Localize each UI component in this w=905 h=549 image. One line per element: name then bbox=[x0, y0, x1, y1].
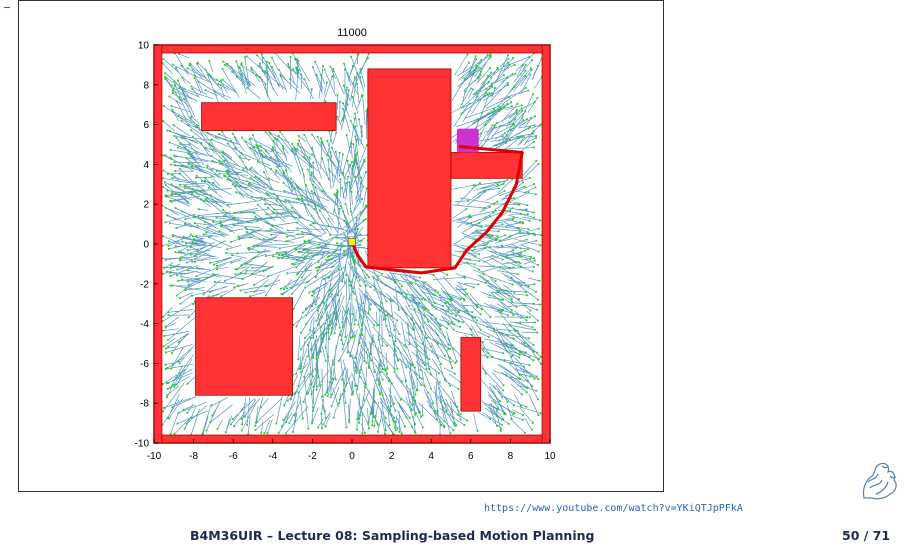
x-tick-label: -8 bbox=[189, 451, 198, 462]
obstacle-4 bbox=[195, 297, 293, 396]
tree-node-dots bbox=[161, 52, 543, 436]
x-tick-label: 2 bbox=[389, 451, 395, 462]
y-tick-label: 6 bbox=[143, 120, 149, 131]
x-tick-label: -6 bbox=[229, 451, 238, 462]
y-tick-label: -10 bbox=[135, 439, 150, 450]
obstacle-1 bbox=[201, 102, 337, 131]
tree-nodes bbox=[161, 52, 543, 436]
x-tick-label: 6 bbox=[468, 451, 474, 462]
y-tick-label: -2 bbox=[140, 279, 149, 290]
solution-path bbox=[350, 145, 524, 275]
page-number: 50 / 71 bbox=[842, 528, 891, 543]
y-tick-label: -6 bbox=[140, 359, 149, 370]
y-tick-label: -4 bbox=[140, 319, 149, 330]
axes: -10 -8 -6 -4 -2 0 2 4 6 8 10 -10 -8 -6 -4 -2 0 2 4 6 8 10 bbox=[135, 41, 556, 463]
ctu-lion-logo-icon bbox=[862, 462, 897, 500]
obstacle-7 bbox=[153, 44, 551, 54]
y-tick-label: 8 bbox=[143, 80, 149, 91]
tree-edges bbox=[161, 52, 543, 435]
y-tick-label: -8 bbox=[140, 399, 149, 410]
start-marker bbox=[348, 238, 356, 246]
obstacle-2 bbox=[367, 68, 452, 269]
x-tick-label: -10 bbox=[147, 451, 162, 462]
x-tick-label: -4 bbox=[268, 451, 277, 462]
lecture-footer: B4M36UIR – Lecture 08: Sampling-based Mo… bbox=[190, 528, 595, 543]
x-tick-label: -2 bbox=[308, 451, 317, 462]
tree-edge-paths bbox=[161, 52, 543, 435]
x-tick-label: 4 bbox=[428, 451, 434, 462]
video-link[interactable]: https://www.youtube.com/watch?v=YKiQTJpP… bbox=[484, 503, 743, 514]
obstacle-9 bbox=[541, 44, 551, 444]
chart-title: 11000 bbox=[337, 27, 367, 39]
y-tick-label: 0 bbox=[143, 240, 149, 251]
x-tick-label: 10 bbox=[544, 451, 556, 462]
obstacle-5 bbox=[460, 337, 482, 412]
x-tick-label: 8 bbox=[508, 451, 514, 462]
obstacle-3 bbox=[450, 152, 523, 179]
y-tick-label: 4 bbox=[143, 160, 149, 171]
y-tick-label: 2 bbox=[143, 200, 149, 211]
x-tick-label: 0 bbox=[349, 451, 355, 462]
rrt-plot: 11000 -10 -8 -6 -4 -2 0 2 4 6 8 10 -10 -8 -6 -4 -2 0 2 4 6 8… bbox=[135, 27, 556, 463]
rrt-figure: 11000 -10 -8 -6 -4 -2 0 2 4 6 8 10 -10 -8 -6 -4 -2 0 2 4 6 8… bbox=[18, 0, 664, 492]
y-tick-label: 10 bbox=[138, 41, 150, 52]
